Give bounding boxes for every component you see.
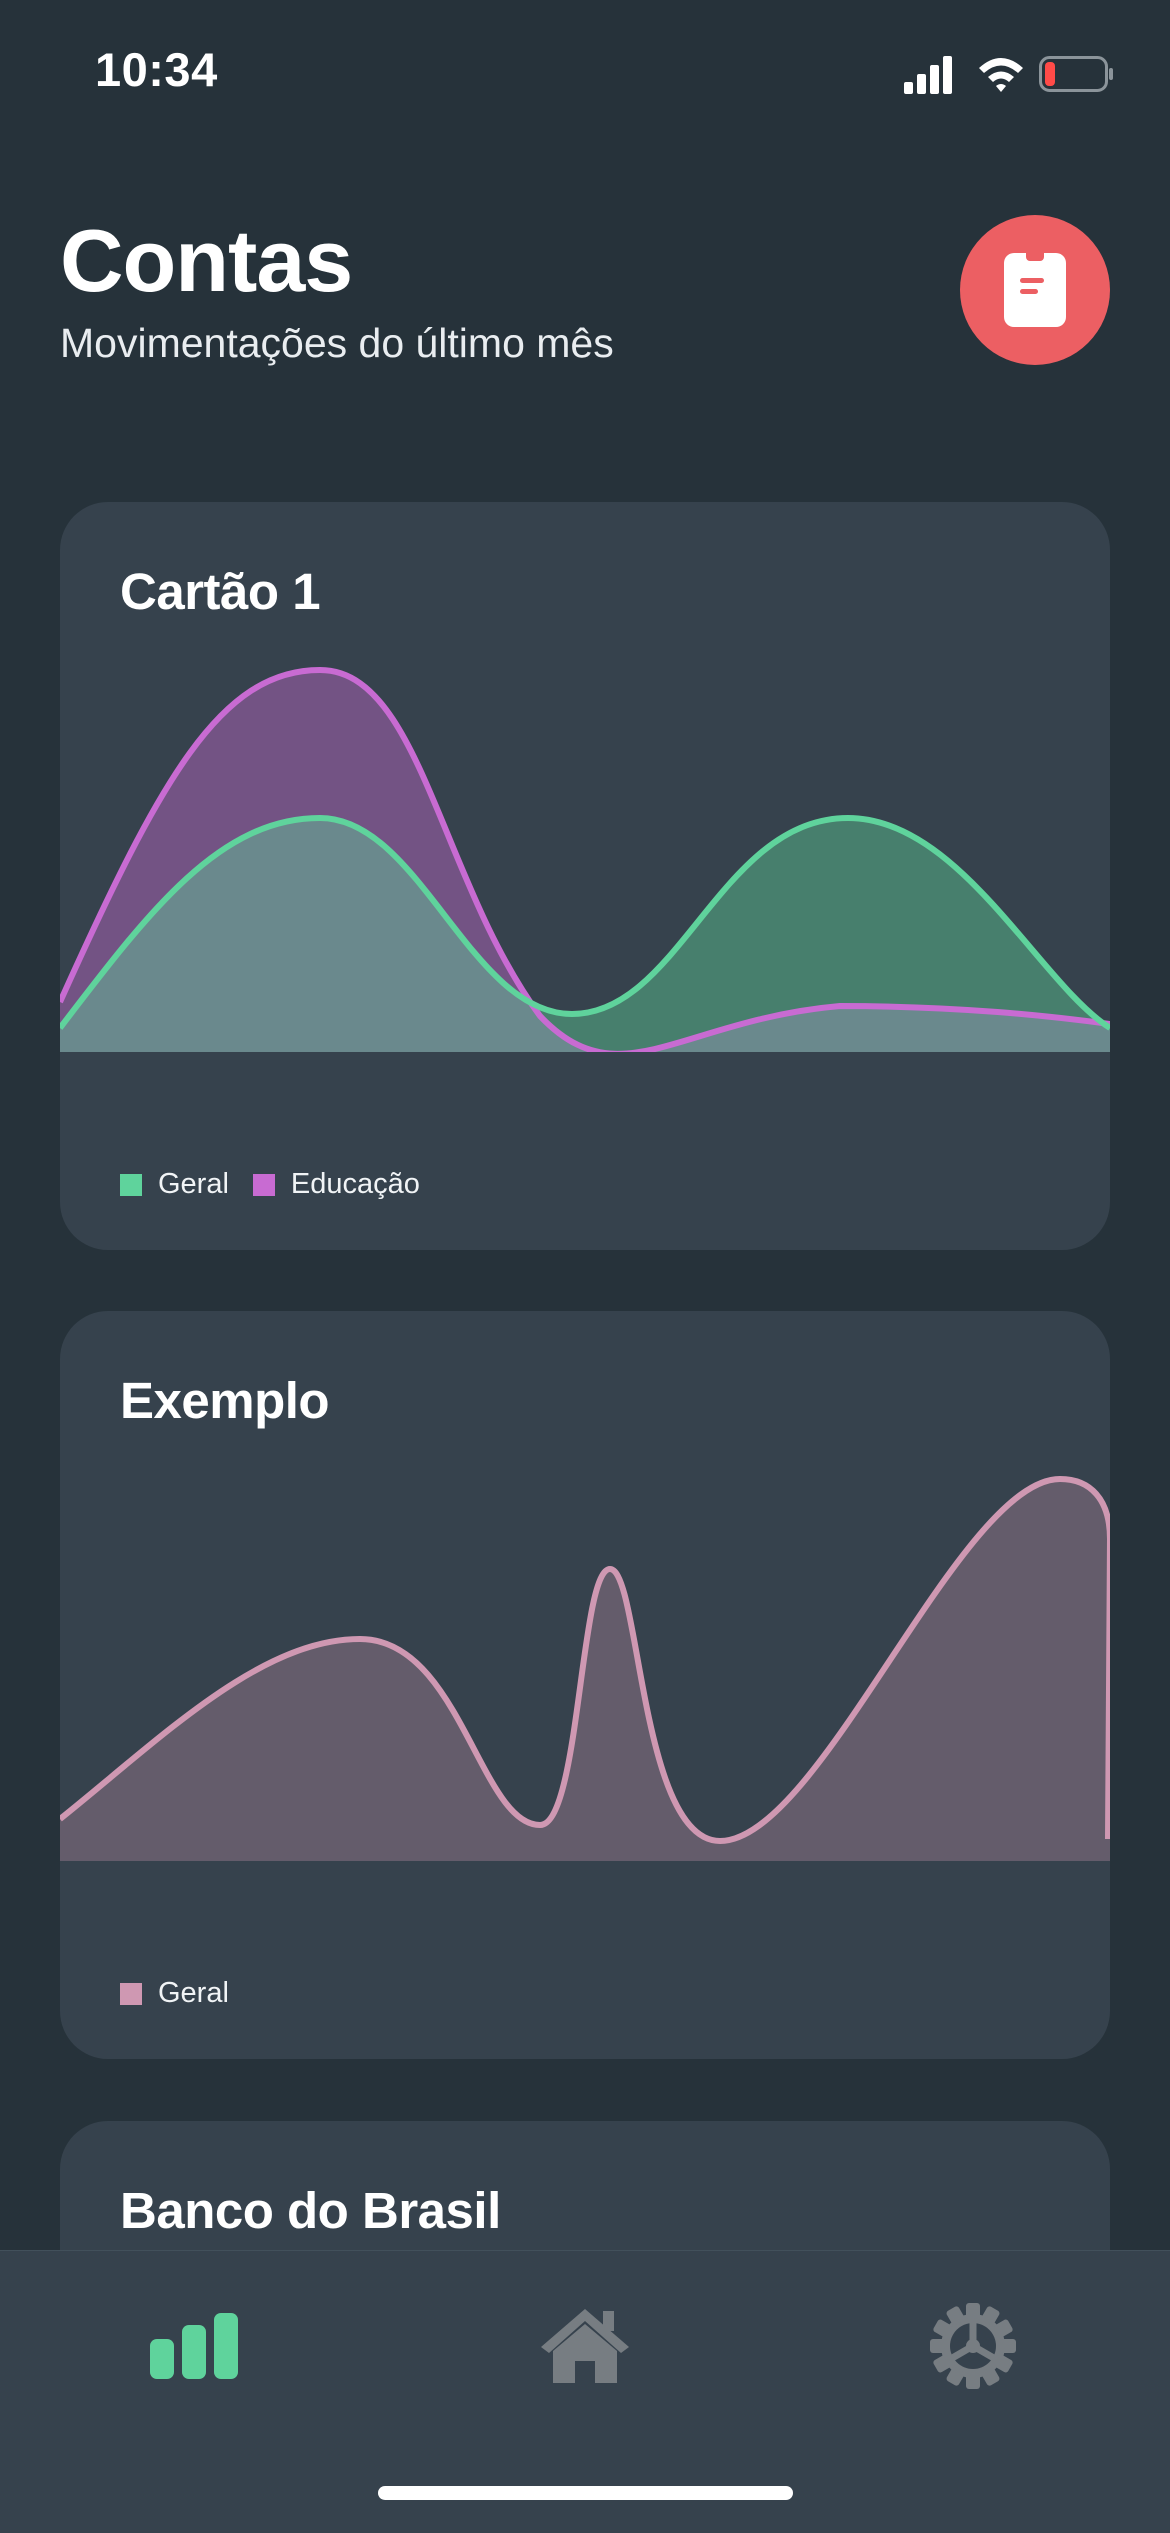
tab-charts[interactable] bbox=[140, 2291, 250, 2401]
series-geral-line bbox=[60, 814, 1110, 1031]
page-subtitle: Movimentações do último mês bbox=[60, 320, 614, 366]
legend-item-geral: Geral bbox=[120, 1168, 229, 1201]
legend-swatch bbox=[252, 1173, 275, 1196]
legend-swatch bbox=[120, 1982, 142, 2005]
gear-icon bbox=[930, 2303, 1016, 2389]
home-indicator bbox=[378, 2486, 793, 2500]
card-title: Banco do Brasil bbox=[120, 2182, 501, 2239]
tab-settings[interactable] bbox=[918, 2291, 1028, 2401]
page-title: Contas bbox=[60, 211, 353, 310]
series-geral-line bbox=[60, 1475, 1110, 1845]
series-educacao-area bbox=[60, 670, 1110, 1052]
clipboard-icon bbox=[1004, 253, 1066, 327]
status-time: 10:34 bbox=[95, 43, 218, 96]
tab-bar bbox=[0, 2250, 1170, 2533]
battery-icon bbox=[1039, 56, 1113, 92]
card-1-area-chart bbox=[60, 666, 1110, 1052]
wifi-icon bbox=[979, 58, 1023, 92]
card-title: Exemplo bbox=[120, 1372, 330, 1429]
chart-legend: Geral bbox=[120, 1977, 253, 2010]
legend-label: Geral bbox=[158, 1168, 229, 1200]
chart-legend: Geral Educação bbox=[120, 1168, 444, 1201]
tab-home[interactable] bbox=[530, 2291, 640, 2401]
signal-icon bbox=[904, 56, 952, 94]
legend-item-educacao: Educação bbox=[252, 1168, 420, 1201]
legend-label: Educação bbox=[290, 1168, 420, 1200]
card-2-area-chart bbox=[60, 1475, 1110, 1861]
account-card-exemplo[interactable]: Exemplo Geral bbox=[60, 1311, 1110, 2059]
status-icons bbox=[904, 56, 1113, 94]
report-button[interactable] bbox=[960, 215, 1110, 365]
series-educacao-line bbox=[60, 666, 1110, 1052]
series-geral-area bbox=[60, 818, 1110, 1052]
account-card-cartao-1[interactable]: Cartão 1 Geral Educação bbox=[60, 502, 1110, 1250]
legend-item-geral: Geral bbox=[120, 1977, 229, 2010]
legend-swatch bbox=[120, 1173, 142, 1196]
legend-label: Geral bbox=[158, 1977, 229, 2009]
home-icon bbox=[541, 2309, 629, 2383]
status-bar: 10:34 bbox=[0, 0, 1170, 140]
bar-chart-icon bbox=[150, 2313, 238, 2379]
card-title: Cartão 1 bbox=[120, 563, 321, 620]
